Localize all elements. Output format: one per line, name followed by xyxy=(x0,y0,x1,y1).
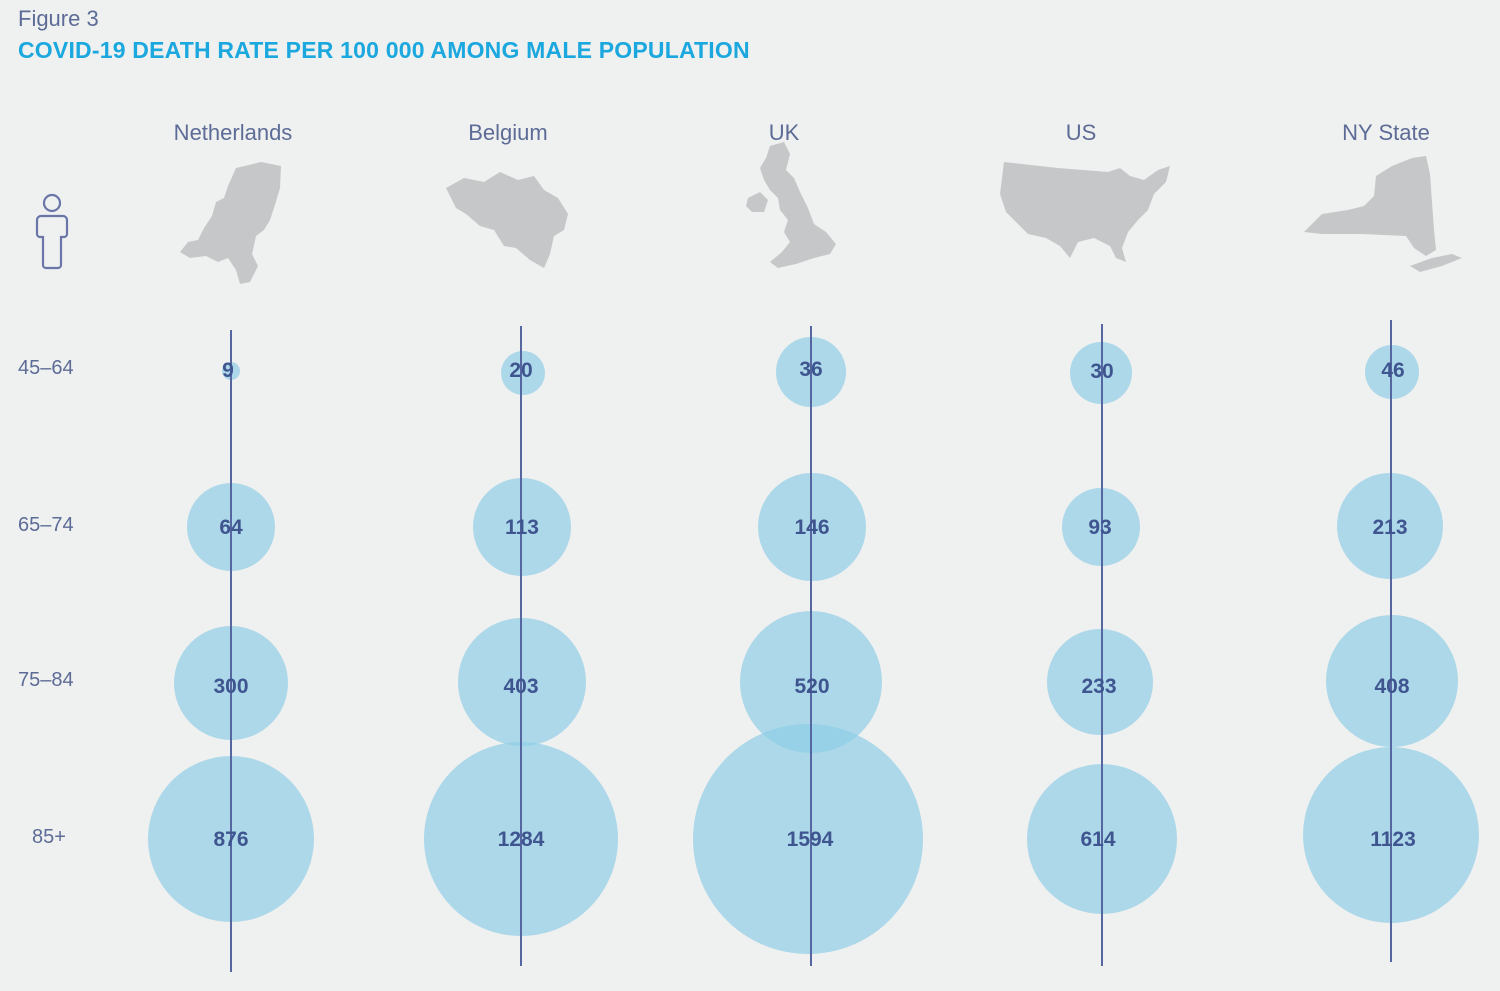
value-label: 614 xyxy=(1080,828,1116,851)
row-label-75-84: 75–84 xyxy=(18,669,74,691)
column-axis-line xyxy=(810,326,812,966)
column-header-ny-state: NY State xyxy=(1342,120,1430,145)
bubble xyxy=(473,478,571,576)
us-map-icon xyxy=(1000,162,1170,262)
value-label: 1594 xyxy=(786,828,834,851)
value-label: 520 xyxy=(794,675,830,698)
value-label: 146 xyxy=(794,516,830,539)
column-header-belgium: Belgium xyxy=(468,120,548,145)
belgium-map-icon xyxy=(446,172,568,268)
bubble xyxy=(1047,629,1153,735)
value-label: 9 xyxy=(222,359,234,382)
figure-label: Figure 3 xyxy=(18,6,99,31)
bubble xyxy=(1365,345,1419,399)
value-label: 408 xyxy=(1374,675,1410,698)
column-axis-line xyxy=(520,326,522,966)
bubble xyxy=(693,724,923,954)
column-axis-line xyxy=(1390,320,1392,962)
column-header-uk: UK xyxy=(768,120,800,145)
netherlands-map-icon xyxy=(180,162,281,284)
bubble xyxy=(458,618,586,746)
value-label: 93 xyxy=(1088,516,1112,539)
bubble xyxy=(1326,615,1458,747)
value-label: 403 xyxy=(503,675,539,698)
uk-map-icon xyxy=(746,142,836,268)
value-label: 46 xyxy=(1381,359,1405,382)
bubble xyxy=(501,351,545,395)
value-label: 20 xyxy=(509,359,533,382)
chart-title: COVID-19 DEATH RATE PER 100 000 AMONG MA… xyxy=(18,37,750,63)
value-label: 1123 xyxy=(1370,828,1416,851)
value-label: 233 xyxy=(1081,675,1117,698)
column-axis-line xyxy=(1101,324,1103,966)
column-axis-line xyxy=(230,330,232,972)
column-header-us: US xyxy=(1065,120,1097,145)
value-label: 30 xyxy=(1090,360,1114,383)
value-label: 876 xyxy=(213,828,249,851)
row-label-85-plus: 85+ xyxy=(32,826,66,848)
person-icon xyxy=(35,193,69,270)
bubble xyxy=(758,473,866,581)
value-label: 64 xyxy=(219,516,243,539)
value-label: 1284 xyxy=(497,828,545,851)
value-label: 300 xyxy=(213,675,249,698)
value-label: 36 xyxy=(799,358,823,381)
row-label-45-64: 45–64 xyxy=(18,357,74,379)
value-label: 213 xyxy=(1372,516,1408,539)
row-label-65-74: 65–74 xyxy=(18,514,74,536)
column-header-netherlands: Netherlands xyxy=(173,120,293,145)
value-label: 113 xyxy=(505,516,539,539)
ny-state-map-icon xyxy=(1304,156,1462,272)
